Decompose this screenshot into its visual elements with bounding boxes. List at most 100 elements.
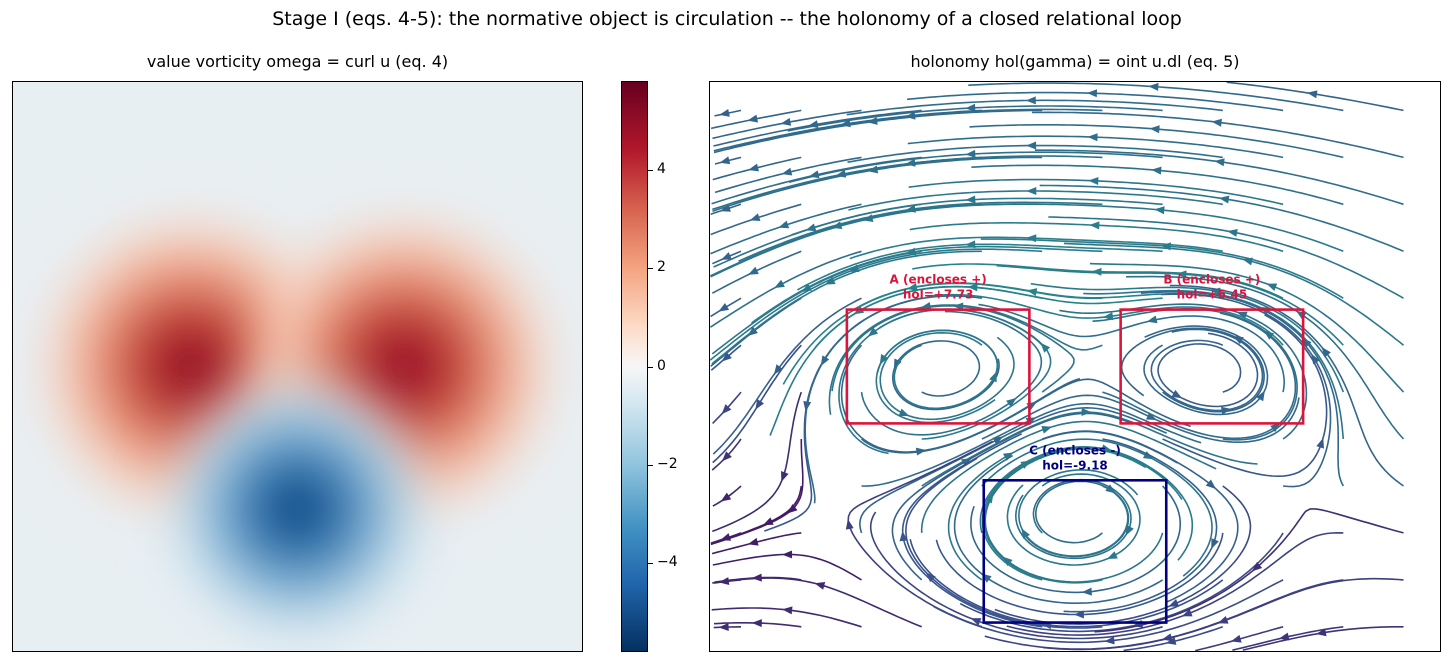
streamline <box>710 250 862 328</box>
loop-A-label: A (encloses +) <box>890 273 987 287</box>
loop-B-label: B (encloses +) <box>1163 273 1260 287</box>
streamline-arrow <box>1105 484 1116 494</box>
streamline-arrow <box>1026 141 1037 150</box>
streamline-arrow <box>1278 632 1290 641</box>
colorbar-tick-label: 0 <box>657 357 666 374</box>
streamline <box>710 248 1043 361</box>
streamline <box>729 108 1103 149</box>
streamline-arrow <box>984 492 994 504</box>
vorticity-heatmap-panel <box>12 81 583 652</box>
streamline-arrow <box>773 364 783 375</box>
figure-suptitle: Stage I (eqs. 4-5): the normative object… <box>272 8 1182 30</box>
streamline-arrow <box>718 622 729 631</box>
streamline-arrow <box>1221 406 1232 415</box>
streamline-arrow <box>1041 426 1053 434</box>
streamline-arrow <box>1176 270 1187 279</box>
streamline-arrow <box>748 266 759 275</box>
streamline-arrow <box>925 572 936 583</box>
colorbar-tick <box>648 268 653 270</box>
streamline-arrow <box>845 519 854 530</box>
streamline-arrow <box>782 550 793 559</box>
streamline-arrow <box>1211 118 1222 127</box>
streamline-arrow <box>1145 412 1157 421</box>
streamline-arrow <box>1181 608 1193 617</box>
streamline-arrow <box>1002 452 1014 461</box>
streamline-arrow <box>1146 315 1158 324</box>
colorbar-tick-label: 2 <box>657 259 666 276</box>
streamline-arrow <box>1266 283 1278 291</box>
streamline-arrow <box>782 606 793 615</box>
streamline-arrow <box>967 283 978 292</box>
streamline-arrow <box>1154 206 1165 215</box>
streamline-arrow <box>1073 610 1084 619</box>
streamline-arrow <box>965 103 976 112</box>
streamline-arrow <box>905 158 916 167</box>
streamline-arrow <box>781 471 789 482</box>
streamline-arrow <box>1151 166 1162 175</box>
streamline-arrow <box>1230 634 1242 643</box>
streamline-arrow <box>1086 89 1098 98</box>
streamline-arrow <box>920 302 932 310</box>
streamline-arrow <box>1214 158 1225 167</box>
streamline-arrow <box>915 447 927 456</box>
streamline <box>878 308 1052 440</box>
streamline-arrow <box>1217 616 1229 624</box>
streamline-arrow <box>1025 96 1036 105</box>
vortex-C <box>174 385 421 633</box>
streamline <box>847 440 994 628</box>
streamline <box>828 304 1103 415</box>
streamline-arrow <box>965 149 976 158</box>
streamline <box>1140 291 1345 487</box>
streamline-arrow <box>755 399 765 410</box>
streamline-arrow <box>1040 342 1051 353</box>
streamline-arrow <box>747 114 759 123</box>
streamline <box>712 553 862 581</box>
streamline-arrow <box>1211 538 1219 550</box>
streamline <box>710 203 862 255</box>
streamline-arrow <box>1125 524 1134 536</box>
streamline-arrow <box>778 220 790 229</box>
streamline-arrow <box>1251 561 1263 572</box>
streamline <box>1006 473 1141 566</box>
streamline-arrow <box>781 167 793 176</box>
streamline <box>712 577 922 628</box>
streamline-arrow <box>722 451 732 462</box>
streamlines <box>710 82 1405 651</box>
colorbar-tick <box>648 563 653 565</box>
streamline-arrow <box>721 252 732 260</box>
streamline-arrow <box>721 404 732 415</box>
streamline-arrow <box>1087 133 1098 142</box>
streamline-arrow <box>970 618 982 626</box>
streamline-arrow <box>1021 528 1030 539</box>
holonomy-title: holonomy hol(gamma) = oint u.dl (eq. 5) <box>910 52 1240 71</box>
streamline-arrow <box>905 111 916 120</box>
loop-C-holonomy: hol=-9.18 <box>1042 458 1108 472</box>
streamline <box>1169 284 1404 487</box>
streamline-arrow <box>1149 125 1160 134</box>
loop-C-label: C (encloses -) <box>1029 443 1121 457</box>
streamline-arrow <box>1002 556 1013 567</box>
vorticity-title: value vorticity omega = curl u (eq. 4) <box>146 52 449 71</box>
streamline-arrow <box>1168 599 1180 607</box>
streamline-arrow <box>748 163 759 172</box>
streamline <box>840 344 1081 453</box>
streamline-arrow <box>899 530 908 542</box>
streamline-arrow <box>1091 267 1102 276</box>
streamline <box>1126 275 1405 440</box>
streamline-arrow <box>820 355 830 366</box>
streamline-arrow <box>1026 187 1037 195</box>
loop-A-holonomy: hol=+7.73 <box>903 288 974 302</box>
colorbar-tick <box>648 169 653 171</box>
streamline-arrow <box>1171 389 1183 399</box>
streamline-arrow <box>1081 587 1092 596</box>
streamline-arrow <box>1227 229 1238 237</box>
streamline-arrow <box>989 371 997 383</box>
streamline-arrow <box>751 573 762 582</box>
streamline <box>1161 293 1332 488</box>
streamline-arrow <box>718 303 730 312</box>
streamline-arrow <box>1316 437 1324 449</box>
colorbar-tick-label: −4 <box>657 554 678 571</box>
streamline-arrow <box>1218 195 1230 204</box>
streamline-arrow <box>1081 408 1092 417</box>
colorbar-tick <box>648 366 653 368</box>
